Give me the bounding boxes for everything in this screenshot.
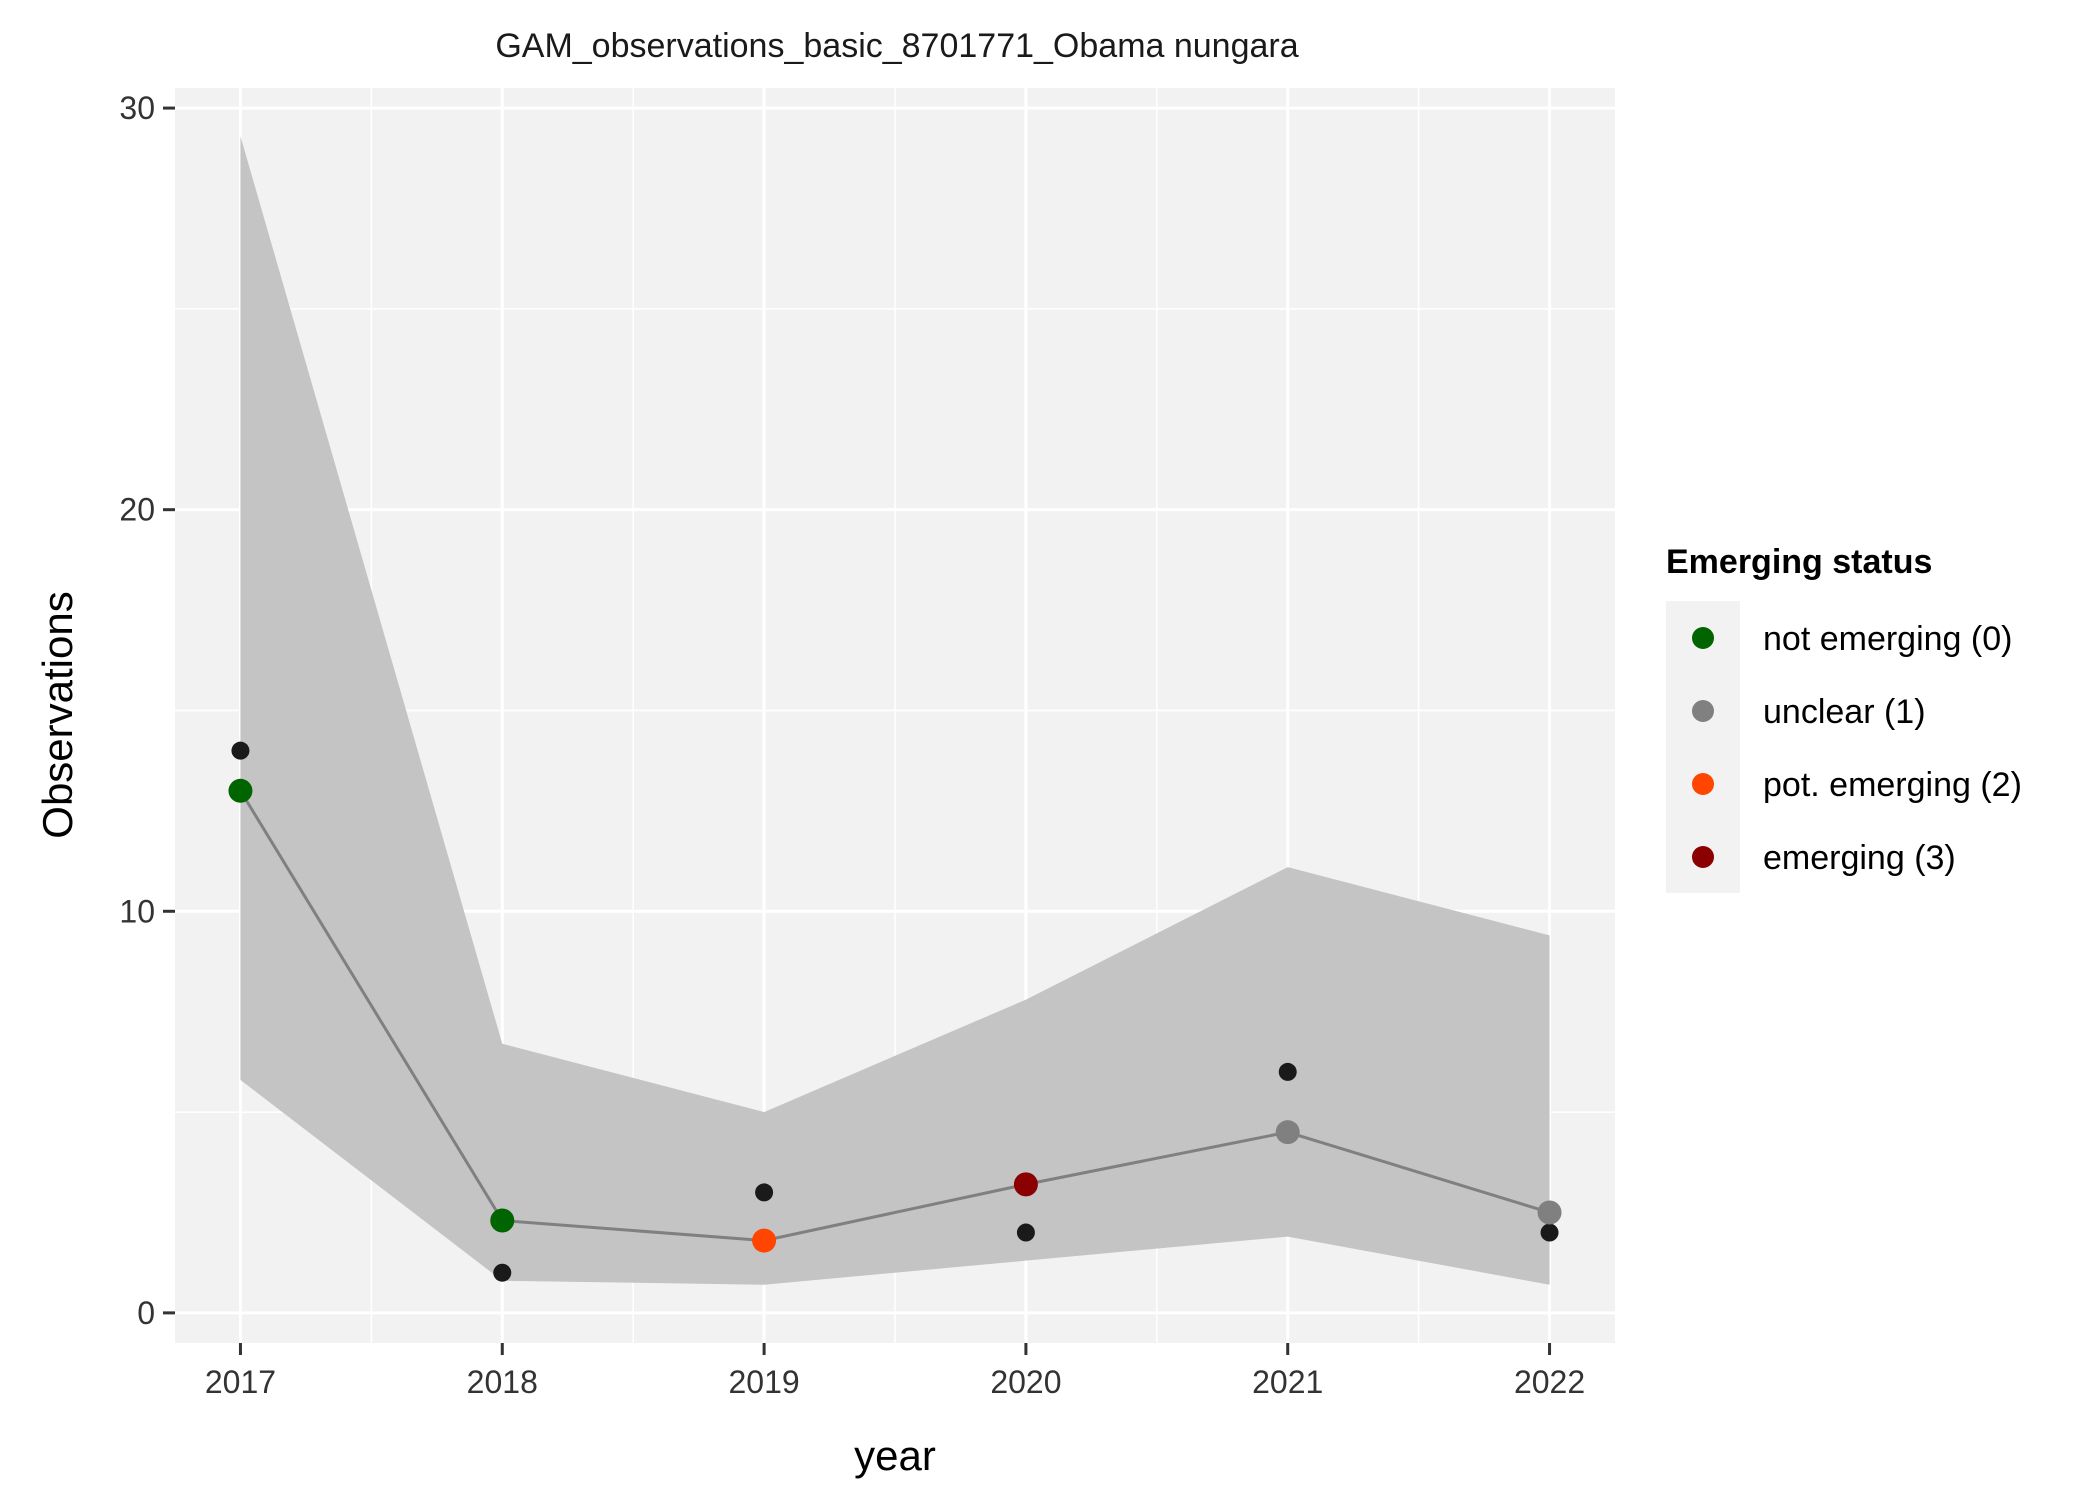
x-tick-label: 2017 (205, 1364, 276, 1400)
legend: Emerging status not emerging (0) unclear … (1666, 543, 2022, 893)
legend-key (1692, 773, 1714, 795)
fitted-point (228, 778, 253, 803)
observed-point (1016, 1223, 1035, 1242)
x-tick-label: 2021 (1252, 1364, 1323, 1400)
observed-point (1540, 1223, 1559, 1242)
fitted-point (1275, 1120, 1300, 1145)
fitted-line (239, 790, 1550, 1243)
observed-point (493, 1263, 512, 1282)
x-tick-label: 2020 (990, 1364, 1061, 1400)
legend-label: unclear (1) (1763, 693, 1926, 731)
x-tick-label: 2019 (728, 1364, 799, 1400)
legend-key (1692, 700, 1714, 722)
y-tick-label: 10 (119, 893, 155, 929)
legend-key (1692, 846, 1714, 868)
legend-label: emerging (3) (1763, 839, 1956, 877)
y-tick-label: 0 (137, 1295, 155, 1331)
y-tick-label: 30 (119, 90, 155, 126)
x-axis: 2017 2018 2019 2020 2021 2022 (205, 1343, 1585, 1400)
x-tick-label: 2018 (467, 1364, 538, 1400)
fitted-point (490, 1208, 515, 1233)
legend-key-background (1666, 601, 1740, 893)
y-axis: 0 10 20 30 (119, 90, 175, 1331)
x-axis-title: year (854, 1432, 936, 1479)
observed-point (755, 1183, 774, 1202)
observed-point (1278, 1062, 1297, 1081)
x-tick-label: 2022 (1514, 1364, 1585, 1400)
y-axis-title: Observations (34, 591, 81, 838)
legend-label: pot. emerging (2) (1763, 766, 2022, 804)
fitted-point (1013, 1172, 1038, 1197)
fitted-points (228, 778, 1562, 1253)
legend-key (1692, 627, 1714, 649)
fitted-point (752, 1228, 777, 1253)
fitted-point (1537, 1200, 1562, 1225)
y-tick-label: 20 (119, 492, 155, 528)
legend-title: Emerging status (1666, 543, 1932, 581)
observed-point (231, 741, 250, 760)
observed-points (231, 741, 1559, 1282)
chart-title: GAM_observations_basic_8701771_Obama nun… (495, 27, 1298, 65)
confidence-ribbon (240, 136, 1550, 1285)
legend-entries: not emerging (0) unclear (1) pot. emerging… (1692, 620, 2022, 877)
legend-label: not emerging (0) (1763, 620, 2012, 658)
